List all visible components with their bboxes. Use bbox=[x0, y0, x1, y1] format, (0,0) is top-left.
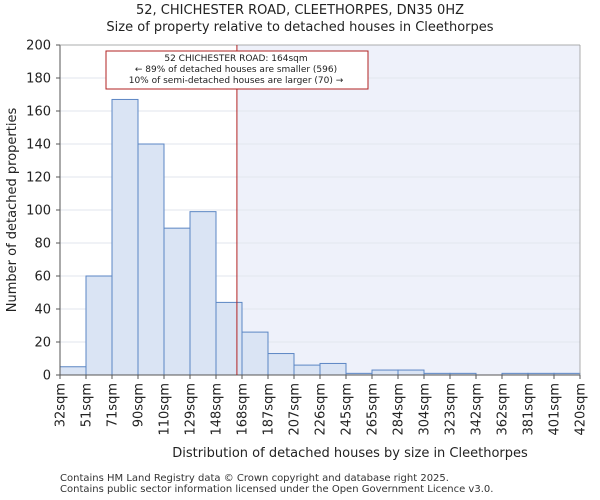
footer-line-1: Contains HM Land Registry data © Crown c… bbox=[60, 473, 449, 484]
x-tick-label: 245sqm bbox=[340, 383, 355, 436]
x-tick-label: 401sqm bbox=[548, 383, 563, 436]
bar-32sqm bbox=[59, 366, 87, 376]
y-tick-label: 160 bbox=[26, 105, 51, 120]
bar-265sqm bbox=[371, 369, 399, 376]
chart-title: 52, CHICHESTER ROAD, CLEETHORPES, DN35 0… bbox=[136, 3, 464, 18]
bar-71sqm bbox=[111, 98, 139, 376]
bar-90sqm bbox=[137, 143, 165, 376]
x-tick-label: 51sqm bbox=[80, 383, 95, 427]
x-tick-label: 304sqm bbox=[418, 383, 433, 436]
x-tick-label: 207sqm bbox=[288, 383, 303, 436]
y-tick-label: 20 bbox=[34, 336, 51, 351]
x-tick-label: 323sqm bbox=[444, 383, 459, 436]
x-axis-label: Distribution of detached houses by size … bbox=[172, 446, 528, 461]
x-tick-label: 110sqm bbox=[158, 383, 173, 436]
bar-187sqm bbox=[267, 353, 295, 376]
bar-51sqm bbox=[85, 275, 113, 376]
x-tick-label: 420sqm bbox=[574, 383, 589, 436]
bar-207sqm bbox=[293, 364, 321, 376]
x-tick-label: 71sqm bbox=[106, 383, 121, 427]
y-tick-label: 120 bbox=[26, 171, 51, 186]
y-tick-label: 60 bbox=[34, 270, 51, 285]
x-tick-label: 265sqm bbox=[366, 383, 381, 436]
bar-226sqm bbox=[319, 362, 347, 376]
bar-148sqm bbox=[215, 301, 243, 376]
y-tick-label: 140 bbox=[26, 138, 51, 153]
x-tick-label: 168sqm bbox=[236, 383, 251, 436]
bar-168sqm bbox=[241, 331, 269, 376]
x-tick-label: 284sqm bbox=[392, 383, 407, 436]
x-tick-label: 342sqm bbox=[470, 383, 485, 436]
y-tick-label: 40 bbox=[34, 303, 51, 318]
bar-110sqm bbox=[163, 227, 191, 376]
x-tick-label: 187sqm bbox=[262, 383, 277, 436]
y-tick-label: 100 bbox=[26, 204, 51, 219]
x-tick-label: 362sqm bbox=[496, 383, 511, 436]
annotation-box bbox=[105, 50, 369, 90]
x-tick-label: 90sqm bbox=[132, 383, 147, 427]
y-tick-label: 80 bbox=[34, 237, 51, 252]
bar-129sqm bbox=[189, 211, 217, 376]
y-tick-label: 0 bbox=[43, 369, 51, 384]
annotation-line-address: 52 CHICHESTER ROAD: 164sqm bbox=[164, 54, 307, 64]
x-tick-label: 129sqm bbox=[184, 383, 199, 436]
footer-line-2: Contains public sector information licen… bbox=[60, 484, 494, 495]
x-tick-label: 226sqm bbox=[314, 383, 329, 436]
bar-284sqm bbox=[397, 369, 425, 376]
chart-subtitle: Size of property relative to detached ho… bbox=[106, 20, 494, 35]
x-tick-label: 381sqm bbox=[522, 383, 537, 436]
annotation-line-smaller: ← 89% of detached houses are smaller (59… bbox=[135, 65, 337, 75]
annotation-line-larger: 10% of semi-detached houses are larger (… bbox=[129, 76, 344, 86]
y-axis-label: Number of detached properties bbox=[5, 108, 20, 313]
x-tick-label: 148sqm bbox=[210, 383, 225, 436]
x-tick-label: 32sqm bbox=[54, 383, 69, 427]
y-tick-label: 200 bbox=[26, 39, 51, 54]
y-tick-label: 180 bbox=[26, 72, 51, 87]
